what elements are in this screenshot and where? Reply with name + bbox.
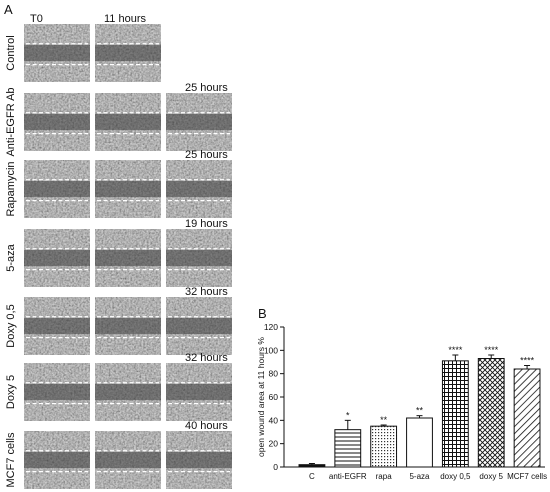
significance-label: ** (416, 406, 424, 416)
micrograph (166, 93, 232, 151)
x-tick-label: rapa (376, 472, 393, 481)
micrograph (24, 363, 90, 421)
micrograph (95, 229, 161, 287)
timepoint-label: 25 hours (185, 82, 228, 94)
micrograph (166, 297, 232, 355)
micrograph (24, 24, 90, 82)
y-tick-label: 40 (269, 415, 279, 425)
timepoint-label: 40 hours (185, 420, 228, 432)
significance-label: **** (520, 356, 535, 366)
col-label-11-hours: 11 hours (104, 13, 146, 25)
y-tick-label: 100 (264, 345, 278, 355)
row-label: Rapamycin (5, 161, 17, 216)
micrograph (24, 229, 90, 287)
bar (298, 464, 326, 468)
row-label: Control (5, 35, 17, 70)
significance-label: ** (380, 415, 388, 425)
micrograph (166, 229, 232, 287)
timepoint-label: 25 hours (185, 149, 228, 161)
panel-a-label: A (4, 2, 13, 17)
bar (370, 425, 398, 468)
row-label: Doxy 5 (5, 375, 17, 409)
micrograph-grid (24, 24, 232, 489)
y-tick-label: 0 (273, 462, 278, 472)
bar (513, 368, 541, 468)
row-label: Anti-EGFR Ab (5, 87, 17, 156)
significance-label: **** (484, 345, 499, 355)
row-labels: Control Anti-EGFR Ab 25 hours Rapamycin 25 h… (5, 35, 228, 487)
x-tick-label: 5-aza (409, 472, 430, 481)
col-label-t0: T0 (30, 13, 43, 25)
micrograph (166, 431, 232, 489)
micrograph (95, 24, 161, 82)
panel-b-label: B (258, 306, 267, 321)
bar (441, 360, 469, 468)
bar (406, 417, 433, 468)
micrograph (24, 93, 90, 151)
x-tick-label: C (309, 472, 315, 481)
micrograph (24, 297, 90, 355)
y-tick-label: 60 (269, 392, 279, 402)
micrograph (95, 297, 161, 355)
timepoint-label: 32 hours (185, 352, 228, 364)
timepoint-label: 19 hours (185, 218, 228, 230)
x-tick-label: anti-EGFR (329, 472, 367, 481)
y-tick-label: 120 (264, 322, 278, 332)
micrograph (95, 431, 161, 489)
micrograph (24, 431, 90, 489)
micrograph (95, 363, 161, 421)
chart-bars: C * anti-EGFR ** rapa ** 5-aza **** doxy 0,5 ****… (298, 345, 547, 481)
y-axis-label: open wound area at 11 hours % (256, 337, 266, 457)
x-tick-label: doxy 5 (479, 472, 503, 481)
y-tick-label: 80 (269, 369, 279, 379)
row-label: MCF7 cells (5, 432, 17, 488)
micrograph (24, 160, 90, 218)
micrograph (95, 93, 161, 151)
micrograph (166, 160, 232, 218)
significance-label: * (346, 410, 350, 420)
row-label: 5-aza (5, 243, 17, 271)
x-tick-label: doxy 0,5 (440, 472, 471, 481)
micrograph (166, 363, 232, 421)
timepoint-label: 32 hours (185, 286, 228, 298)
significance-label: **** (448, 345, 463, 355)
micrograph (95, 160, 161, 218)
bar (477, 358, 505, 468)
row-label: Doxy 0,5 (5, 304, 17, 347)
y-tick-label: 20 (269, 439, 279, 449)
x-tick-label: MCF7 cells (507, 472, 547, 481)
bar (334, 429, 362, 468)
bar-chart: open wound area at 11 hours % 0 20 40 60 80 1… (256, 322, 547, 481)
